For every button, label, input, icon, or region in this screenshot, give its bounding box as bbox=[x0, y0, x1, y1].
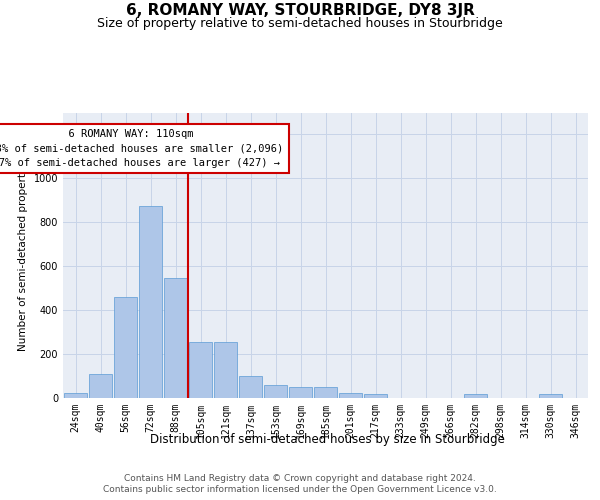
Bar bbox=[338, 393, 362, 398]
Text: Contains public sector information licensed under the Open Government Licence v3: Contains public sector information licen… bbox=[103, 485, 497, 494]
Bar bbox=[263, 385, 287, 398]
Y-axis label: Number of semi-detached properties: Number of semi-detached properties bbox=[18, 158, 28, 352]
Text: 6, ROMANY WAY, STOURBRIDGE, DY8 3JR: 6, ROMANY WAY, STOURBRIDGE, DY8 3JR bbox=[125, 2, 475, 18]
Bar bbox=[139, 206, 163, 398]
Text: 6 ROMANY WAY: 110sqm  
← 83% of semi-detached houses are smaller (2,096)
  17% o: 6 ROMANY WAY: 110sqm ← 83% of semi-detac… bbox=[0, 129, 284, 168]
Bar bbox=[113, 296, 137, 398]
Text: Size of property relative to semi-detached houses in Stourbridge: Size of property relative to semi-detach… bbox=[97, 16, 503, 30]
Bar bbox=[64, 393, 88, 398]
Bar bbox=[89, 374, 112, 398]
Bar bbox=[464, 394, 487, 398]
Bar bbox=[239, 376, 262, 398]
Text: Contains HM Land Registry data © Crown copyright and database right 2024.: Contains HM Land Registry data © Crown c… bbox=[124, 474, 476, 483]
Bar bbox=[164, 278, 187, 398]
Bar bbox=[214, 342, 238, 398]
Bar bbox=[188, 342, 212, 398]
Bar bbox=[289, 386, 313, 398]
Bar bbox=[314, 386, 337, 398]
Bar bbox=[539, 394, 562, 398]
Text: Distribution of semi-detached houses by size in Stourbridge: Distribution of semi-detached houses by … bbox=[149, 432, 505, 446]
Bar bbox=[364, 394, 388, 398]
